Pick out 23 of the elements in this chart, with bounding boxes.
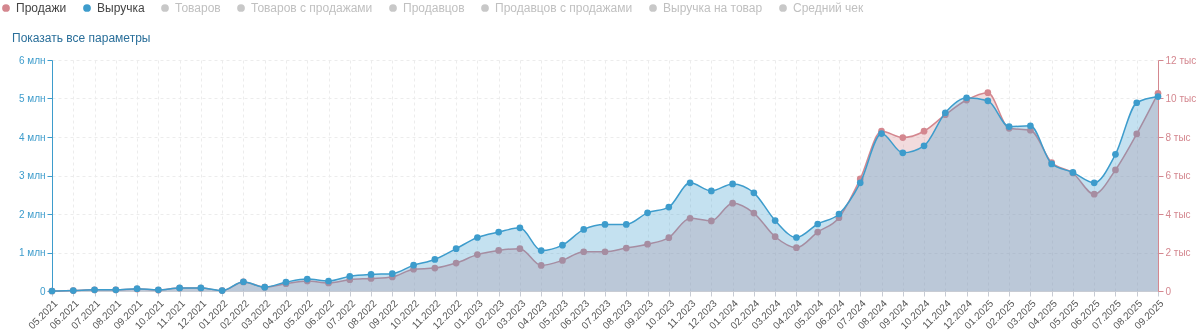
legend-label: Продажи	[16, 1, 67, 15]
y-tick-label: 3 млн	[18, 170, 46, 181]
y2-tick-label: 0	[1165, 285, 1172, 297]
y2-tick-label: 12 тыс	[1165, 54, 1197, 66]
y-tick-label: 2 млн	[18, 208, 46, 220]
y2-tick-label: 8 тыс	[1165, 131, 1191, 143]
y2-tick-label: 4 тыс	[1165, 208, 1191, 220]
legend-label: Продавцов	[403, 1, 465, 15]
y-tick-label: 5 млн	[18, 93, 46, 104]
legend-label: Средний чек	[793, 1, 865, 15]
legend-label: Выручка на товар	[663, 1, 763, 15]
y-tick-label: 0	[39, 285, 46, 297]
y2-tick-label: 2 тыс	[1165, 247, 1191, 258]
legend-label: Товаров	[175, 1, 221, 15]
legend-label: Продавцов с продажами	[495, 1, 633, 15]
y-tick-label: 6 млн	[18, 54, 46, 66]
y2-tick-label: 6 тыс	[1165, 170, 1191, 181]
text: Показать все параметры	[12, 31, 151, 45]
y2-tick-label: 10 тыс	[1165, 93, 1197, 104]
legend-label: Выручка	[97, 1, 145, 15]
legend-label: Товаров с продажами	[251, 1, 373, 15]
y-tick-label: 4 млн	[18, 131, 46, 143]
y-tick-label: 1 млн	[18, 247, 46, 258]
